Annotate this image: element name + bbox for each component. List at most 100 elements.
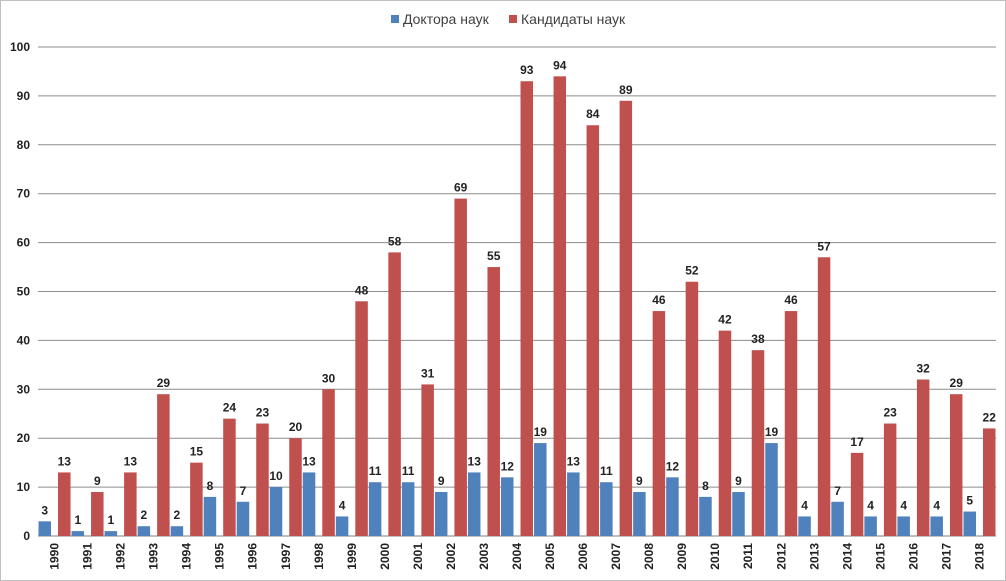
data-label-doctors: 13: [468, 454, 482, 468]
bar-candidates: [190, 462, 203, 536]
data-label-doctors: 9: [735, 474, 742, 488]
x-tick-label: 1993: [147, 543, 161, 570]
data-label-doctors: 13: [567, 454, 581, 468]
bar-candidates: [421, 384, 434, 536]
bar-doctors: [765, 443, 778, 536]
bar-doctors: [236, 501, 250, 536]
data-label-doctors: 5: [966, 494, 973, 508]
x-tick-label: 2001: [411, 543, 425, 570]
bar-doctors: [269, 487, 283, 536]
data-label-doctors: 2: [141, 508, 148, 522]
data-label-candidates: 94: [553, 58, 567, 72]
bar-candidates: [388, 252, 401, 536]
data-label-candidates: 38: [751, 332, 765, 346]
y-tick-label: 90: [17, 89, 31, 103]
bar-doctors: [38, 521, 52, 536]
bar-candidates: [322, 389, 335, 536]
bar-doctors: [335, 516, 349, 536]
bar-candidates: [256, 423, 269, 536]
data-label-doctors: 11: [600, 464, 613, 478]
bar-candidates: [949, 394, 963, 536]
y-axis-ticks: 0 10 20 30 40 50 60 70 80 90 100: [10, 40, 30, 543]
legend-label-candidates: Кандидаты наук: [521, 11, 626, 27]
y-tick-label: 10: [17, 480, 31, 494]
data-label-doctors: 7: [240, 484, 247, 498]
data-label-doctors: 10: [269, 469, 283, 483]
x-tick-label: 2015: [873, 543, 887, 570]
data-label-doctors: 9: [636, 474, 643, 488]
x-tick-label: 2003: [477, 543, 491, 570]
data-label-doctors: 11: [369, 464, 382, 478]
bar-doctors: [732, 491, 745, 536]
data-label-doctors: 19: [765, 425, 779, 439]
x-tick-label: 2004: [510, 543, 524, 570]
legend-swatch-candidates: [509, 15, 517, 23]
y-tick-label: 60: [17, 236, 31, 250]
y-tick-label: 100: [10, 40, 30, 54]
data-label-candidates: 58: [388, 234, 402, 248]
bar-candidates: [553, 76, 567, 536]
data-label-doctors: 4: [801, 498, 808, 512]
data-label-candidates: 31: [421, 366, 435, 380]
data-label-candidates: 52: [685, 264, 699, 278]
bar-doctors: [368, 482, 382, 536]
data-label-candidates: 46: [652, 293, 666, 307]
bar-doctors: [897, 516, 910, 536]
data-label-candidates: 15: [190, 445, 204, 459]
x-tick-label: 2005: [543, 543, 557, 570]
data-label-candidates: 55: [487, 249, 501, 263]
bar-candidates: [289, 438, 302, 536]
bar-candidates: [751, 350, 765, 536]
y-tick-label: 70: [17, 187, 31, 201]
data-label-candidates: 23: [883, 406, 897, 420]
x-tick-label: 2002: [444, 543, 458, 570]
bar-doctors: [633, 491, 646, 536]
data-label-doctors: 8: [207, 479, 214, 493]
bar-doctors: [104, 531, 118, 536]
x-tick-label: 2000: [378, 543, 392, 570]
bar-doctors: [137, 526, 151, 536]
data-label-doctors: 4: [933, 498, 940, 512]
bar-candidates: [718, 330, 732, 536]
bar-doctors: [501, 477, 514, 536]
bar-doctors: [831, 501, 844, 536]
x-tick-label: 1996: [246, 543, 260, 570]
legend-label-doctors: Доктора наук: [403, 11, 490, 27]
data-label-candidates: 48: [355, 283, 369, 297]
bar-doctors: [666, 477, 679, 536]
data-label-candidates: 30: [322, 371, 336, 385]
x-tick-label: 2006: [576, 543, 590, 570]
bar-doctors: [534, 443, 547, 536]
y-tick-label: 0: [23, 529, 30, 543]
data-label-doctors: 4: [339, 498, 346, 512]
data-label-candidates: 57: [817, 239, 831, 253]
x-axis-ticks: 1990 1991 1992 1993 1994 1995 1996 1997 1998 1999…: [48, 543, 987, 570]
data-label-candidates: 20: [289, 420, 303, 434]
x-tick-label: 2010: [708, 543, 722, 570]
x-tick-label: 1999: [345, 543, 359, 570]
data-label-doctors: 2: [174, 508, 181, 522]
x-tick-label: 1994: [180, 543, 194, 570]
bar-candidates: [487, 267, 500, 536]
legend: Доктора наук Кандидаты наук: [391, 11, 626, 27]
bar-candidates: [982, 428, 996, 536]
data-label-doctors: 4: [900, 498, 907, 512]
bar-doctors: [170, 526, 184, 536]
data-label-candidates: 9: [94, 474, 101, 488]
bar-doctors: [434, 491, 448, 536]
data-label-candidates: 17: [850, 435, 864, 449]
bar-candidates: [586, 125, 600, 537]
x-tick-label: 2012: [774, 543, 788, 570]
x-tick-label: 2013: [807, 543, 821, 570]
x-tick-label: 1998: [312, 543, 326, 570]
x-tick-label: 1990: [48, 543, 62, 570]
data-label-doctors: 1: [74, 513, 81, 527]
data-label-candidates: 93: [520, 63, 534, 77]
bar-candidates: [850, 452, 864, 536]
bar-candidates: [817, 257, 831, 536]
bar-candidates: [124, 472, 137, 536]
data-label-doctors: 9: [438, 474, 445, 488]
bar-doctors: [930, 516, 943, 536]
bar-doctors: [302, 472, 316, 536]
